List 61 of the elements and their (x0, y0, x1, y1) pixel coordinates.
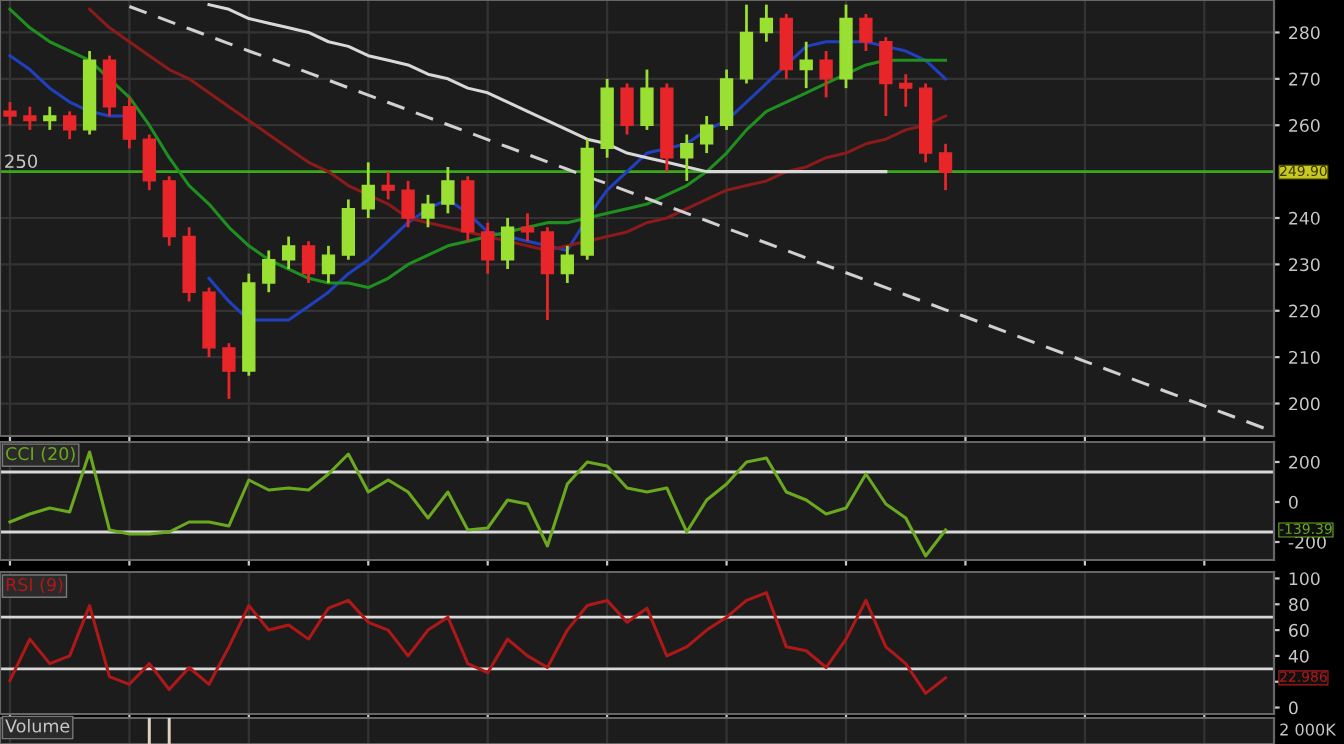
candlestick (680, 133, 694, 183)
candlestick (421, 193, 435, 229)
candlestick (43, 105, 57, 132)
y-tick-label: 240 (1289, 211, 1320, 225)
candlestick (222, 341, 236, 401)
line-series (8, 7, 948, 290)
y-tick-label: 270 (1289, 72, 1320, 86)
candlestick (759, 3, 774, 44)
y-tick-label: 80 (1289, 598, 1309, 612)
y-tick-label: 40 (1288, 649, 1309, 663)
chart-title: RSI (9) (6, 577, 63, 594)
candlestick (3, 100, 17, 127)
candlestick (23, 105, 37, 132)
candlestick (102, 54, 117, 118)
candlestick (401, 179, 415, 229)
y-tick-label: 210 (1289, 350, 1320, 364)
candlestick (899, 72, 913, 109)
y-tick-label: 220 (1289, 304, 1320, 318)
candlestick (500, 216, 515, 271)
candlestick (301, 239, 316, 285)
line-series (127, 4, 1266, 430)
y-tick-label: 0 (1289, 495, 1298, 509)
candlestick (262, 249, 276, 294)
candlestick (620, 82, 634, 136)
chart-title: CCI (20) (6, 446, 75, 463)
ref-line-label: 250 (5, 154, 38, 169)
candlestick (640, 68, 654, 132)
line-series (207, 3, 888, 174)
candlestick (481, 221, 495, 276)
y-tick-label: 100 (1289, 572, 1320, 586)
candlestick (938, 142, 953, 192)
line-series (8, 591, 948, 695)
candlestick (341, 198, 356, 262)
candlestick (381, 170, 395, 201)
chart-title: Volume (5, 719, 70, 733)
text: 2 000K (1280, 723, 1337, 736)
y-tick-label: 280 (1289, 26, 1320, 40)
line-series (8, 450, 948, 558)
candlestick (281, 235, 296, 271)
candlestick (441, 165, 455, 215)
candlestick (819, 49, 833, 99)
candlestick (799, 40, 813, 90)
candlestick (540, 225, 555, 322)
y-tick-label: 260 (1289, 119, 1320, 133)
y-tick-label: 0 (1289, 701, 1298, 715)
candlestick (520, 211, 535, 243)
candlestick (321, 244, 336, 285)
candlestick (142, 133, 156, 192)
candlestick (739, 3, 754, 85)
y-tick-label: 200 (1289, 455, 1320, 469)
y-tick-label: 60 (1289, 623, 1309, 637)
candlestick (361, 160, 375, 220)
candlestick (63, 109, 77, 141)
candlestick (560, 244, 574, 285)
candlestick (700, 114, 714, 155)
candlestick (122, 96, 137, 150)
candlestick (719, 68, 734, 132)
y-tick-label: 230 (1289, 258, 1320, 272)
candlestick (859, 12, 873, 53)
candlestick (879, 35, 893, 118)
y-tick-label: 200 (1289, 397, 1320, 411)
